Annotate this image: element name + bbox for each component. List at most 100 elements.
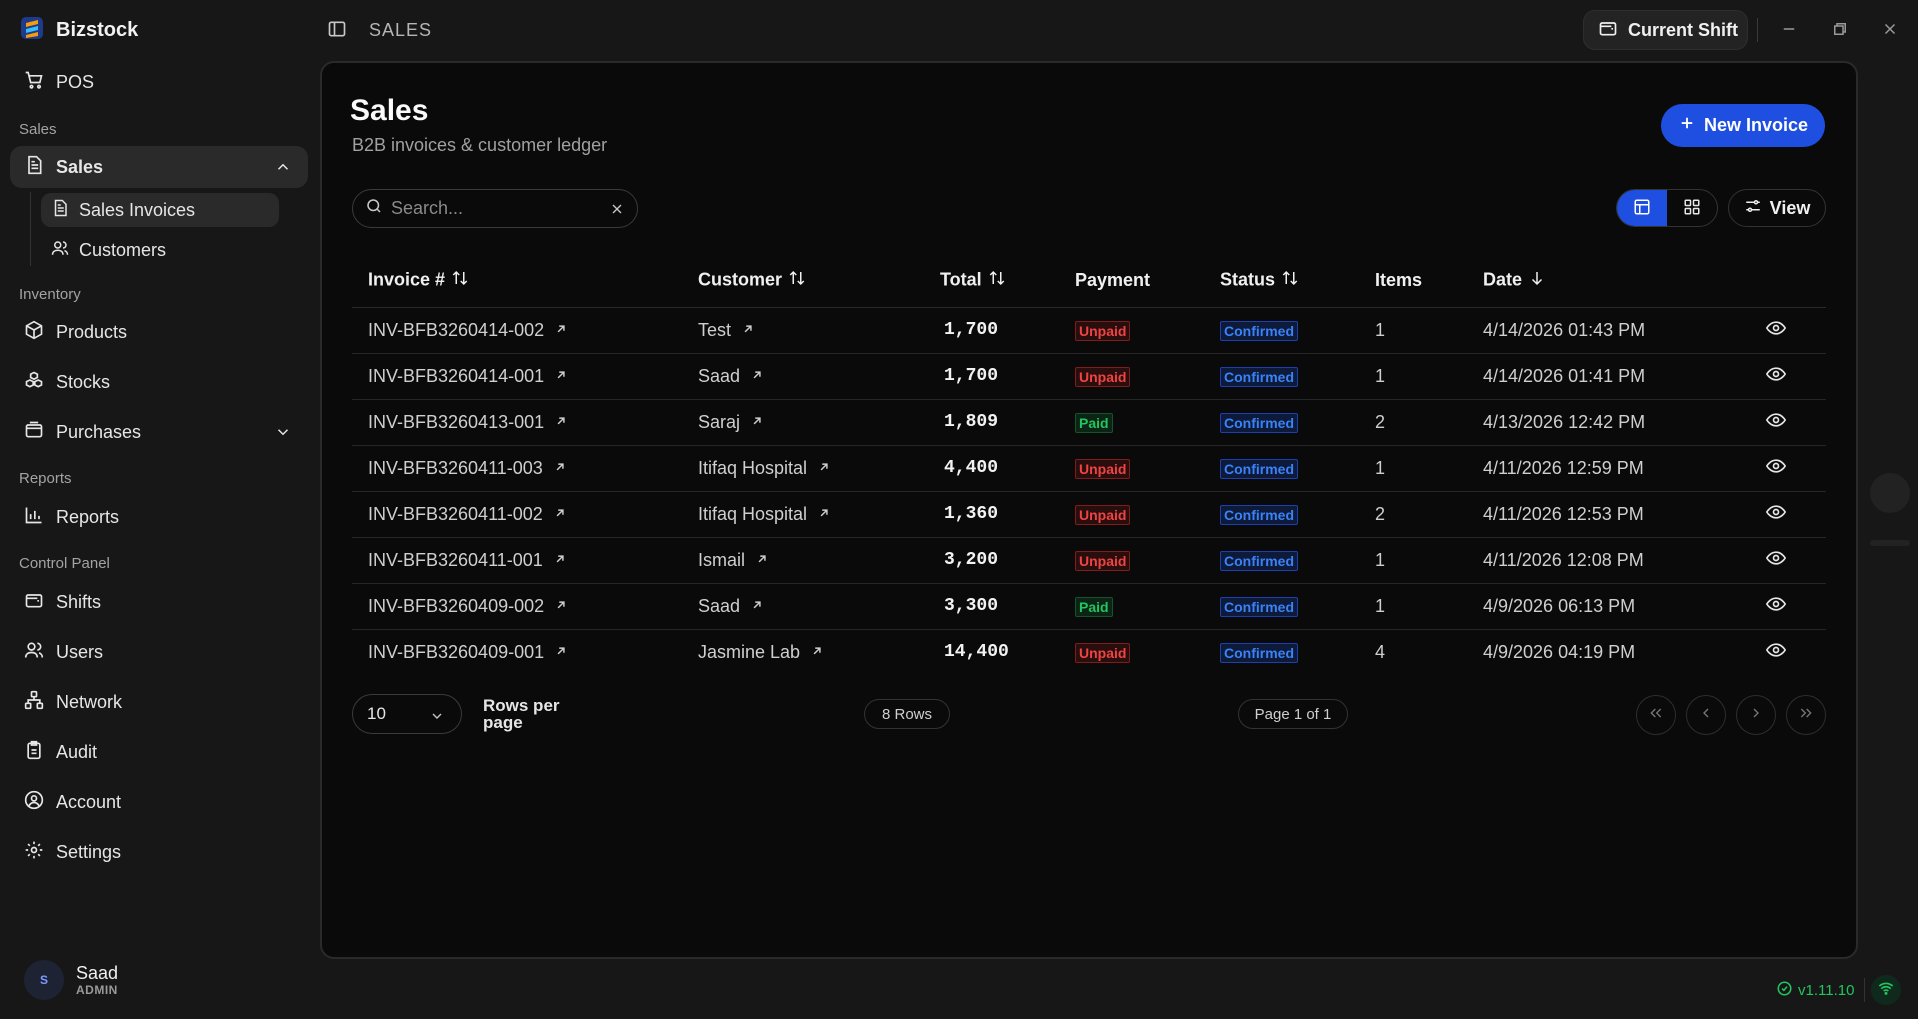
external-link-icon[interactable] bbox=[750, 596, 764, 617]
status-badge: Confirmed bbox=[1220, 320, 1298, 341]
table-row[interactable]: INV-BFB3260413-001 Saraj 1,809 Paid Confirme… bbox=[352, 399, 1826, 446]
cell-status: Confirmed bbox=[1204, 537, 1359, 584]
table-row[interactable]: INV-BFB3260411-003 Itifaq Hospital 4,400 Un… bbox=[352, 445, 1826, 492]
table-row[interactable]: INV-BFB3260409-001 Jasmine Lab 14,400 Unpai… bbox=[352, 629, 1826, 675]
table-view-button[interactable] bbox=[1617, 190, 1667, 226]
sidebar-item-pos[interactable]: POS bbox=[10, 61, 308, 103]
cell-date: 4/11/2026 12:59 PM bbox=[1467, 445, 1736, 492]
sidebar-item-audit[interactable]: Audit bbox=[10, 731, 308, 773]
external-link-icon[interactable] bbox=[553, 458, 567, 479]
next-page-button[interactable] bbox=[1736, 695, 1776, 735]
sidebar-item-sales-invoices[interactable]: Sales Invoices bbox=[41, 193, 279, 227]
last-page-button[interactable] bbox=[1786, 695, 1826, 735]
eye-icon[interactable] bbox=[1765, 366, 1787, 388]
status-divider bbox=[1864, 978, 1865, 1002]
external-link-icon[interactable] bbox=[750, 366, 764, 387]
sidebar-item-customers[interactable]: Customers bbox=[41, 233, 279, 267]
external-link-icon[interactable] bbox=[750, 412, 764, 433]
cell-invoice[interactable]: INV-BFB3260413-001 bbox=[352, 399, 682, 446]
search-input[interactable] bbox=[391, 198, 596, 219]
current-shift-button[interactable]: Current Shift bbox=[1583, 10, 1748, 50]
table-row[interactable]: INV-BFB3260414-002 Test 1,700 Unpaid Confirm… bbox=[352, 307, 1826, 354]
sidebar-item-stocks[interactable]: Stocks bbox=[10, 361, 308, 403]
cell-invoice[interactable]: INV-BFB3260411-001 bbox=[352, 537, 682, 584]
table-row[interactable]: INV-BFB3260411-001 Ismail 3,200 Unpaid Confi… bbox=[352, 537, 1826, 584]
cell-invoice[interactable]: INV-BFB3260411-002 bbox=[352, 491, 682, 538]
sidebar-item-products[interactable]: Products bbox=[10, 311, 308, 353]
chevron-down-icon bbox=[274, 423, 292, 446]
cell-customer[interactable]: Itifaq Hospital bbox=[682, 491, 924, 538]
cell-actions bbox=[1736, 399, 1826, 446]
sidebar-item-shifts[interactable]: Shifts bbox=[10, 581, 308, 623]
sidebar-item-reports[interactable]: Reports bbox=[10, 496, 308, 538]
brand[interactable]: Bizstock bbox=[18, 16, 138, 44]
cell-customer[interactable]: Saad bbox=[682, 583, 924, 630]
clear-search-icon[interactable] bbox=[609, 201, 625, 222]
external-link-icon[interactable] bbox=[810, 642, 824, 663]
eye-icon[interactable] bbox=[1765, 320, 1787, 342]
table-row[interactable]: INV-BFB3260411-002 Itifaq Hospital 1,360 Un… bbox=[352, 491, 1826, 538]
sidebar-item-network[interactable]: Network bbox=[10, 681, 308, 723]
window-controls-divider bbox=[1757, 18, 1758, 42]
external-link-icon[interactable] bbox=[817, 504, 831, 525]
sidebar-item-purchases[interactable]: Purchases bbox=[10, 411, 308, 453]
sidebar-toggle-icon[interactable] bbox=[327, 19, 347, 44]
column-header-customer[interactable]: Customer bbox=[682, 255, 924, 308]
user-role: ADMIN bbox=[76, 983, 118, 997]
cell-customer[interactable]: Itifaq Hospital bbox=[682, 445, 924, 492]
cell-customer[interactable]: Ismail bbox=[682, 537, 924, 584]
eye-icon[interactable] bbox=[1765, 643, 1787, 664]
external-link-icon[interactable] bbox=[554, 596, 568, 617]
column-header-total[interactable]: Total bbox=[924, 255, 1059, 308]
cell-actions bbox=[1736, 491, 1826, 538]
cell-total: 1,700 bbox=[924, 307, 1059, 354]
external-link-icon[interactable] bbox=[817, 458, 831, 479]
sidebar-item-label: Network bbox=[56, 691, 123, 712]
cell-invoice[interactable]: INV-BFB3260414-001 bbox=[352, 353, 682, 400]
external-link-icon[interactable] bbox=[755, 550, 769, 571]
table-row[interactable]: INV-BFB3260409-002 Saad 3,300 Paid Confirmed… bbox=[352, 583, 1826, 630]
external-link-icon[interactable] bbox=[554, 366, 568, 387]
eye-icon[interactable] bbox=[1765, 550, 1787, 572]
external-link-icon[interactable] bbox=[554, 642, 568, 663]
cell-customer[interactable]: Saraj bbox=[682, 399, 924, 446]
sidebar-item-settings[interactable]: Settings bbox=[10, 831, 308, 873]
new-invoice-button[interactable]: New Invoice bbox=[1661, 104, 1825, 147]
column-header-date[interactable]: Date bbox=[1467, 255, 1736, 308]
cell-invoice[interactable]: INV-BFB3260409-001 bbox=[352, 629, 682, 675]
version-label: v1.11.10 bbox=[1798, 982, 1855, 999]
eye-icon[interactable] bbox=[1765, 596, 1787, 618]
eye-icon[interactable] bbox=[1765, 412, 1787, 434]
view-options-button[interactable]: View bbox=[1728, 189, 1826, 227]
status-badge: Confirmed bbox=[1220, 504, 1298, 525]
cell-invoice[interactable]: INV-BFB3260414-002 bbox=[352, 307, 682, 354]
cell-invoice[interactable]: INV-BFB3260411-003 bbox=[352, 445, 682, 492]
close-icon[interactable] bbox=[1881, 20, 1899, 38]
column-header-status[interactable]: Status bbox=[1204, 255, 1359, 308]
sidebar-item-account[interactable]: Account bbox=[10, 781, 308, 823]
grid-view-button[interactable] bbox=[1667, 190, 1717, 226]
external-link-icon[interactable] bbox=[554, 412, 568, 433]
external-link-icon[interactable] bbox=[554, 320, 568, 341]
first-page-button[interactable] bbox=[1636, 695, 1676, 735]
external-link-icon[interactable] bbox=[741, 320, 755, 341]
sidebar-item-sales[interactable]: Sales bbox=[10, 146, 308, 188]
previous-page-button[interactable] bbox=[1686, 695, 1726, 735]
minimize-icon[interactable] bbox=[1780, 20, 1798, 38]
column-header-invoice[interactable]: Invoice # bbox=[352, 255, 682, 308]
cell-customer[interactable]: Saad bbox=[682, 353, 924, 400]
eye-icon[interactable] bbox=[1765, 458, 1787, 480]
network-status-button[interactable] bbox=[1871, 975, 1901, 1005]
cell-invoice[interactable]: INV-BFB3260409-002 bbox=[352, 583, 682, 630]
sidebar-item-users[interactable]: Users bbox=[10, 631, 308, 673]
eye-icon[interactable] bbox=[1765, 504, 1787, 526]
restore-icon[interactable] bbox=[1831, 20, 1849, 38]
table-row[interactable]: INV-BFB3260414-001 Saad 1,700 Unpaid Confirm… bbox=[352, 353, 1826, 400]
external-link-icon[interactable] bbox=[553, 550, 567, 571]
external-link-icon[interactable] bbox=[553, 504, 567, 525]
user-profile[interactable]: S Saad ADMIN bbox=[24, 960, 118, 1000]
cell-customer[interactable]: Jasmine Lab bbox=[682, 629, 924, 675]
payment-status-badge: Unpaid bbox=[1075, 642, 1131, 663]
cell-customer[interactable]: Test bbox=[682, 307, 924, 354]
rows-per-page-select[interactable]: 10 bbox=[352, 694, 462, 734]
